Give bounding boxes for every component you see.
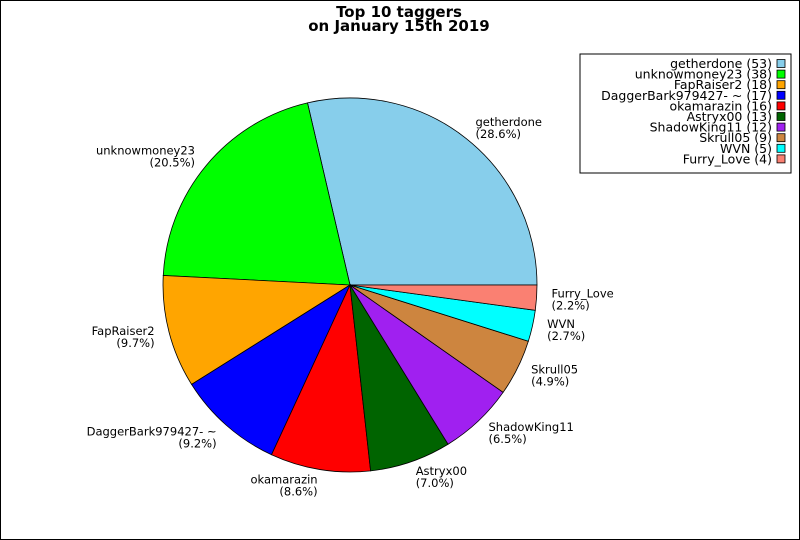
slice-unknowmoney23 <box>162 102 351 286</box>
slice-label-shadowking11: ShadowKing11 <box>489 420 574 434</box>
legend-swatch-getherdone <box>776 59 786 68</box>
legend-label-okamarazin: okamarazin (16) <box>669 98 772 113</box>
slice-daggerbark979427 <box>191 283 351 456</box>
slice-label-daggerbark979427: DaggerBark979427- ~ <box>87 425 217 439</box>
legend-label-getherdone: getherdone (53) <box>670 56 772 71</box>
slice-percent-astryx00: (7.0%) <box>416 476 454 490</box>
slice-label-unknowmoney23: unknowmoney23 <box>96 144 195 158</box>
legend-swatch-unknowmoney23 <box>776 69 786 79</box>
slice-percent-okamarazin: (8.6%) <box>279 484 317 498</box>
legend-swatch-daggerbark979427 <box>776 90 786 100</box>
legend-swatch-skrull05 <box>776 133 786 143</box>
slice-label-okamarazin: okamarazin <box>251 472 318 486</box>
slice-fapraiser2 <box>162 275 352 385</box>
legend-swatch-furry-love <box>776 154 786 164</box>
slice-okamarazin <box>270 283 372 473</box>
legend-label-skrull05: Skrull05 (9) <box>699 130 772 145</box>
chart-title-line-2: on January 15th 2019 <box>308 17 489 35</box>
legend-swatch-wvn <box>776 143 786 153</box>
slice-getherdone <box>307 97 538 286</box>
slice-percent-shadowking11: (6.5%) <box>489 432 527 446</box>
legend-box <box>579 53 792 174</box>
slice-labels: getherdone(28.6%) unknowmoney23(20.5%) Fap… <box>87 115 614 498</box>
slice-percent-fapraiser2: (9.7%) <box>116 336 154 350</box>
legend-label-astryx00: Astryx00 (13) <box>687 109 772 124</box>
legend-swatch-okamarazin <box>776 101 786 111</box>
legend-label-shadowking11: ShadowKing11 (12) <box>650 120 772 135</box>
chart-title-line-1: Top 10 taggers <box>336 3 462 21</box>
legend-label-furry-love: Furry_Love (4) <box>683 151 772 166</box>
slice-label-astryx00: Astryx00 <box>416 464 467 478</box>
slice-percent-skrull05: (4.9%) <box>531 374 569 388</box>
slice-percent-unknowmoney23: (20.5%) <box>149 156 195 170</box>
legend-swatch-astryx00 <box>776 112 786 121</box>
slice-percent-wvn: (2.7%) <box>547 329 585 343</box>
legend-label-unknowmoney23: unknowmoney23 (38) <box>635 67 772 82</box>
slice-furry-love <box>349 284 538 311</box>
slice-label-wvn: WVN <box>547 317 575 331</box>
legend-label-fapraiser2: FapRaiser2 (18) <box>674 77 772 92</box>
legend: getherdone (53)unknowmoney23 (38)FapRais… <box>579 53 792 174</box>
slice-percent-furry-love: (2.2%) <box>552 299 590 313</box>
pie-slices <box>162 97 538 473</box>
slice-percent-daggerbark979427: (9.2%) <box>178 437 216 451</box>
legend-swatch-shadowking11 <box>776 122 786 132</box>
legend-label-wvn: WVN (5) <box>720 141 772 156</box>
slice-percent-getherdone: (28.6%) <box>476 127 522 141</box>
legend-label-daggerbark979427: DaggerBark979427- ~ (17) <box>601 88 772 103</box>
slice-label-skrull05: Skrull05 <box>531 362 578 376</box>
slice-label-getherdone: getherdone <box>476 115 542 129</box>
legend-swatch-fapraiser2 <box>776 80 786 90</box>
slice-label-fapraiser2: FapRaiser2 <box>92 324 155 338</box>
slice-label-furry-love: Furry_Love <box>552 287 614 301</box>
